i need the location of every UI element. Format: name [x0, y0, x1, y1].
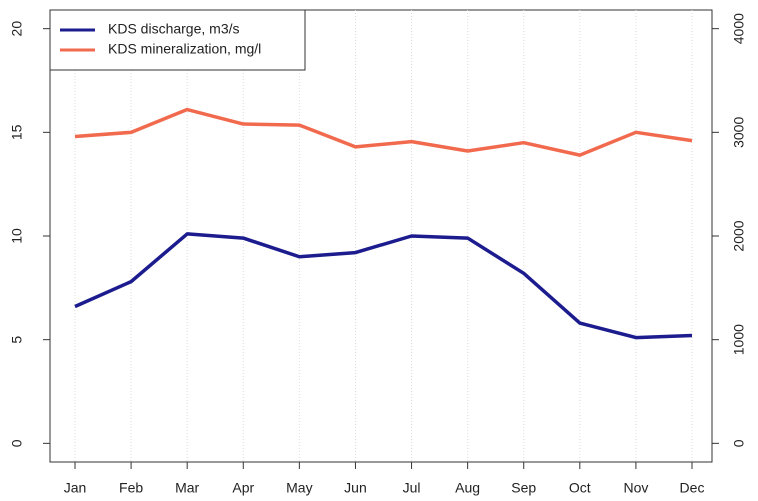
y2-tick-label: 2000 [731, 220, 747, 251]
x-tick-label: Jun [344, 480, 367, 496]
y2-tick-label: 1000 [731, 324, 747, 355]
y-tick-label: 15 [9, 124, 25, 140]
x-tick-label: Oct [569, 480, 591, 496]
x-tick-label: Dec [680, 480, 705, 496]
legend-box [49, 9, 306, 71]
y-tick-label: 20 [9, 21, 25, 37]
x-tick-label: Mar [175, 480, 199, 496]
x-tick-label: Jul [403, 480, 421, 496]
x-tick-label: Nov [623, 480, 648, 496]
y2-tick-label: 4000 [731, 13, 747, 44]
data-line [74, 232, 693, 340]
y-tick-label: 5 [9, 336, 25, 344]
plot-frame [49, 9, 713, 463]
x-tick-label: Jan [64, 480, 87, 496]
y-tick-label: 10 [9, 228, 25, 244]
y-tick-label: 0 [9, 439, 25, 447]
x-tick-label: Apr [232, 480, 254, 496]
legend-label: KDS discharge, m3/s [108, 21, 240, 37]
x-tick-label: Aug [455, 480, 480, 496]
data-line [74, 107, 693, 157]
x-tick-label: Sep [511, 480, 536, 496]
y2-tick-label: 0 [731, 439, 747, 447]
y2-tick-label: 3000 [731, 117, 747, 148]
x-tick-label: May [286, 480, 312, 496]
x-tick-label: Feb [119, 480, 143, 496]
legend-label: KDS mineralization, mg/l [108, 41, 261, 57]
